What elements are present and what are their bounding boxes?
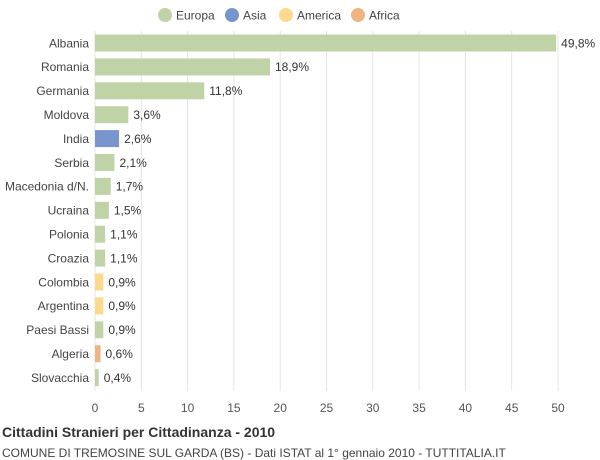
data-label: 0,9%: [108, 275, 136, 289]
x-tick-label: 45: [505, 401, 519, 415]
category-label: Romania: [41, 60, 89, 74]
x-tick-label: 40: [459, 401, 473, 415]
bar-argentina: [95, 297, 104, 315]
category-label: Serbia: [54, 156, 89, 170]
legend-swatch-asia: [225, 8, 239, 22]
category-label: India: [63, 132, 89, 146]
x-tick-label: 25: [320, 401, 334, 415]
bar-chart: Europa Asia America Africa 0 5 10 15 20 25 30 35 40…: [5, 8, 596, 415]
bar-india: [95, 130, 120, 148]
data-label: 1,5%: [114, 204, 142, 218]
bar-serbia: [95, 154, 115, 171]
category-label: Ucraina: [48, 204, 90, 218]
legend-label-asia: Asia: [243, 9, 267, 23]
data-label: 18,9%: [275, 60, 309, 74]
data-label: 0,9%: [108, 323, 136, 337]
data-label: 2,1%: [119, 156, 147, 170]
bar-ucraina: [95, 201, 109, 219]
x-tick-label: 50: [551, 401, 565, 415]
chart-subtitle: COMUNE DI TREMOSINE SUL GARDA (BS) - Dat…: [2, 446, 506, 460]
category-label: Colombia: [38, 275, 89, 289]
bar-germania: [95, 82, 205, 100]
data-label: 0,6%: [106, 347, 134, 361]
category-label: Slovacchia: [31, 371, 89, 385]
x-tick-label: 20: [274, 401, 288, 415]
legend: Europa Asia America Africa: [158, 8, 400, 23]
data-label: 11,8%: [209, 84, 242, 98]
category-label: Germania: [36, 84, 89, 98]
chart-title: Cittadini Stranieri per Cittadinanza - 2…: [2, 424, 276, 440]
bar-algeria: [95, 345, 101, 363]
bars: [95, 34, 557, 387]
x-tick-label: 15: [227, 401, 241, 415]
bar-moldova: [95, 106, 129, 124]
bar-croazia: [95, 249, 106, 267]
legend-label-america: America: [297, 9, 341, 23]
legend-label-europa: Europa: [176, 9, 215, 23]
data-label: 3,6%: [133, 108, 161, 122]
bar-polonia: [95, 225, 106, 243]
legend-label-africa: Africa: [369, 9, 400, 23]
legend-swatch-america: [279, 8, 293, 22]
legend-swatch-africa: [351, 8, 365, 22]
data-label: 1,1%: [110, 228, 138, 242]
legend-swatch-europa: [158, 8, 172, 22]
x-tick-label: 10: [181, 401, 195, 415]
x-tick-label: 5: [138, 401, 145, 415]
bar-macedonia-d-n-: [95, 177, 111, 195]
bar-albania: [95, 34, 557, 52]
category-label: Algeria: [52, 347, 90, 361]
data-label: 1,1%: [110, 251, 138, 265]
data-label: 1,7%: [116, 180, 144, 194]
category-label: Moldova: [44, 108, 90, 122]
category-label: Paesi Bassi: [26, 323, 89, 337]
bar-slovacchia: [95, 369, 99, 387]
bar-colombia: [95, 273, 104, 291]
bar-romania: [95, 58, 271, 76]
data-label: 0,9%: [108, 299, 136, 313]
category-label: Macedonia d/N.: [5, 180, 89, 194]
data-label: 2,6%: [124, 132, 152, 146]
data-label: 0,4%: [104, 371, 132, 385]
bar-paesi-bassi: [95, 321, 104, 339]
x-tick-label: 0: [92, 401, 99, 415]
labels: 0 5 10 15 20 25 30 35 40 45 50 Albania 49,8% Romania 1…: [5, 36, 596, 415]
category-label: Argentina: [38, 299, 90, 313]
category-label: Croazia: [48, 251, 90, 265]
data-label: 49,8%: [561, 36, 595, 50]
x-tick-label: 30: [366, 401, 380, 415]
category-label: Albania: [49, 36, 89, 50]
category-label: Polonia: [49, 228, 89, 242]
x-tick-label: 35: [412, 401, 426, 415]
